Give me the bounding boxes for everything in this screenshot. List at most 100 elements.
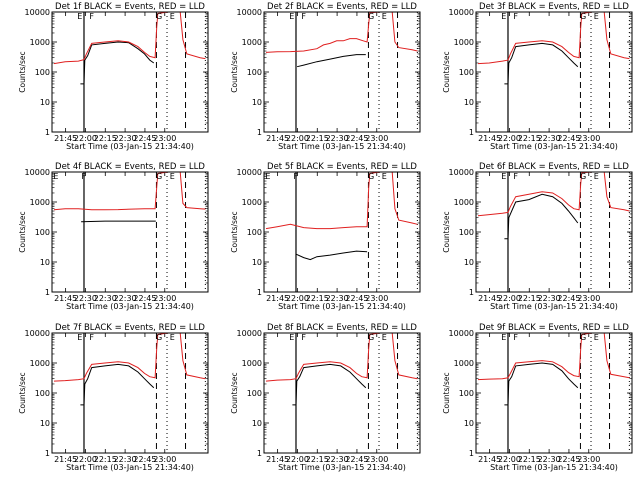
chart-title: Det 2f BLACK = Events, RED = LLD (267, 2, 417, 12)
chart-title: Det 1f BLACK = Events, RED = LLD (55, 2, 205, 12)
event-letter: E (289, 333, 294, 342)
y-tick-label: 10 (464, 419, 474, 428)
series-line-red (53, 171, 206, 211)
series-line-red (53, 11, 206, 65)
event-letter: E (382, 12, 387, 21)
y-tick-label: 100 (35, 68, 50, 77)
plot-frame (51, 332, 209, 454)
plot-frame (475, 171, 633, 293)
x-axis-label: Start Time (03-Jan-15 21:34:40) (278, 302, 406, 311)
y-tick-label: 1 (257, 449, 262, 458)
event-letter: E (594, 12, 599, 21)
chart-panel-9: Det 9f BLACK = Events, RED = LLD Counts/s… (442, 323, 633, 472)
x-tick-label: 22:30 (114, 134, 137, 143)
x-tick-label: 21:45 (478, 134, 501, 143)
y-tick-label: 100 (247, 228, 262, 237)
y-tick-label: 10000 (25, 8, 50, 17)
y-tick-label: 1000 (30, 198, 50, 207)
chart-title: Det 6f BLACK = Events, RED = LLD (479, 162, 629, 172)
event-letter: E (170, 12, 175, 21)
series-line-black (80, 41, 155, 85)
x-tick-label: 21:45 (478, 294, 501, 303)
x-tick-label: 22:00 (286, 134, 309, 143)
plot-frame (263, 171, 421, 293)
y-tick-label: 1000 (30, 38, 50, 47)
y-tick-label: 10 (252, 419, 262, 428)
y-tick-label: 100 (247, 68, 262, 77)
x-tick-label: 21:45 (478, 455, 501, 464)
x-tick-label: 22:15 (306, 455, 329, 464)
event-letter: E (53, 172, 58, 181)
series-line-black (296, 250, 368, 261)
x-tick-label: 22:00 (498, 294, 521, 303)
chart-panel-6: Det 6f BLACK = Events, RED = LLD Counts/s… (442, 162, 633, 311)
series-line-red (477, 11, 630, 65)
x-axis-label: Start Time (03-Jan-15 21:34:40) (490, 302, 618, 311)
chart-panel-7: Det 7f BLACK = Events, RED = LLD Counts/s… (18, 323, 209, 472)
y-tick-label: 10 (40, 258, 50, 267)
x-tick-label: 21:45 (54, 134, 77, 143)
x-tick-label: 22:15 (306, 134, 329, 143)
y-tick-label: 10000 (449, 168, 474, 177)
series-line-red (265, 332, 418, 382)
y-tick-label: 100 (35, 228, 50, 237)
event-letter: F (81, 172, 86, 181)
x-tick-label: 22:00 (498, 134, 521, 143)
event-letter: E (501, 172, 506, 181)
y-tick-label: 100 (459, 68, 474, 77)
y-tick-label: 1 (257, 128, 262, 137)
y-axis-label: Counts/sec (442, 51, 451, 92)
event-letter: F (301, 333, 306, 342)
x-axis-label: Start Time (03-Jan-15 21:34:40) (278, 463, 406, 472)
event-letter: E (501, 333, 506, 342)
event-letter: G (156, 333, 162, 342)
plot-frame (263, 11, 421, 133)
y-tick-label: 10 (40, 419, 50, 428)
y-tick-label: 10000 (237, 329, 262, 338)
chart-title: Det 3f BLACK = Events, RED = LLD (479, 2, 629, 12)
y-tick-label: 1000 (242, 198, 262, 207)
x-axis-label: Start Time (03-Jan-15 21:34:40) (490, 463, 618, 472)
x-tick-label: 22:30 (538, 455, 561, 464)
x-tick-label: 22:00 (286, 294, 309, 303)
x-tick-label: 23:00 (365, 455, 388, 464)
event-letter: F (513, 12, 518, 21)
chart-panel-4: Det 4f BLACK = Events, RED = LLD Counts/s… (18, 162, 209, 311)
chart-title: Det 5f BLACK = Events, RED = LLD (267, 162, 417, 172)
y-axis-label: Counts/sec (18, 372, 27, 413)
x-tick-label: 21:45 (54, 455, 77, 464)
chart-panel-5: Det 5f BLACK = Events, RED = LLD Counts/s… (230, 162, 421, 311)
event-letter: G (156, 12, 162, 21)
y-tick-label: 100 (35, 389, 50, 398)
x-tick-label: 22:15 (94, 455, 117, 464)
event-letter: G (368, 12, 374, 21)
x-tick-label: 21:45 (54, 294, 77, 303)
x-tick-label: 22:45 (133, 134, 156, 143)
plot-frame (475, 11, 633, 133)
series-line-black (81, 220, 156, 223)
x-tick-label: 22:30 (94, 294, 117, 303)
series-line-black (504, 362, 579, 406)
x-axis-label: Start Time (03-Jan-15 21:34:40) (278, 142, 406, 151)
chart-title: Det 8f BLACK = Events, RED = LLD (267, 323, 417, 333)
x-tick-label: 23:00 (153, 294, 176, 303)
y-tick-label: 10 (252, 258, 262, 267)
plot-frame (475, 332, 633, 454)
x-tick-label: 22:15 (306, 294, 329, 303)
series-line-red (477, 332, 630, 381)
x-tick-label: 22:00 (74, 134, 97, 143)
x-tick-label: 22:30 (326, 455, 349, 464)
event-letter: E (170, 333, 175, 342)
y-tick-label: 1000 (30, 359, 50, 368)
x-tick-label: 23:00 (153, 455, 176, 464)
y-tick-label: 1 (45, 449, 50, 458)
chart-panel-8: Det 8f BLACK = Events, RED = LLD Counts/s… (230, 323, 421, 472)
event-letter: E (289, 12, 294, 21)
y-tick-label: 10000 (449, 8, 474, 17)
x-tick-label: 22:15 (518, 455, 541, 464)
x-axis-label: Start Time (03-Jan-15 21:34:40) (66, 302, 194, 311)
chart-title: Det 7f BLACK = Events, RED = LLD (55, 323, 205, 333)
x-tick-label: 21:45 (266, 134, 289, 143)
event-letter: F (513, 333, 518, 342)
event-letter: E (594, 333, 599, 342)
